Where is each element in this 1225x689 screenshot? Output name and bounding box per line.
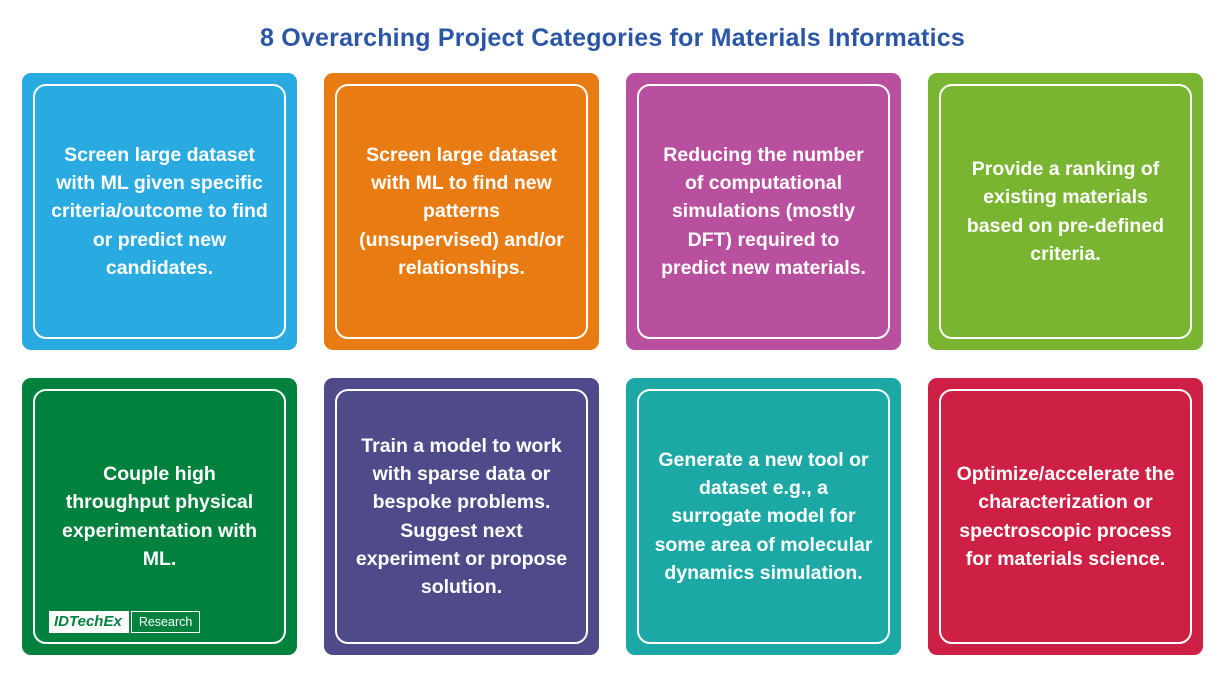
category-card-ranking: Provide a ranking of existing materials … — [928, 73, 1203, 350]
category-card-optimize-characterization: Optimize/accelerate the characterization… — [928, 378, 1203, 655]
category-text: Generate a new tool or dataset e.g., a s… — [654, 448, 873, 584]
category-text: Couple high throughput physical experime… — [61, 462, 258, 570]
category-text: Train a model to work with sparse data o… — [355, 434, 568, 599]
category-text: Screen large dataset with ML to find new… — [359, 143, 564, 279]
category-text: Reducing the number of computational sim… — [661, 143, 866, 279]
category-card-screen-criteria: Screen large dataset with ML given speci… — [22, 73, 297, 350]
category-card-sparse-data-model: Train a model to work with sparse data o… — [324, 378, 599, 655]
idtechex-logo: IDTechEx Research — [49, 611, 201, 633]
category-text: Screen large dataset with ML given speci… — [51, 143, 268, 279]
category-card-screen-patterns: Screen large dataset with ML to find new… — [324, 73, 599, 350]
page-title: 8 Overarching Project Categories for Mat… — [260, 24, 965, 52]
category-card-new-tool-dataset: Generate a new tool or dataset e.g., a s… — [626, 378, 901, 655]
category-card-reduce-simulations: Reducing the number of computational sim… — [626, 73, 901, 350]
idtechex-logo-brand: IDTechEx — [49, 611, 129, 633]
category-text: Provide a ranking of existing materials … — [966, 157, 1165, 265]
idtechex-logo-research-badge: Research — [130, 611, 201, 633]
category-text: Optimize/accelerate the characterization… — [956, 462, 1175, 570]
category-card-high-throughput: Couple high throughput physical experime… — [22, 378, 297, 655]
category-grid: Screen large dataset with ML given speci… — [0, 53, 1225, 655]
